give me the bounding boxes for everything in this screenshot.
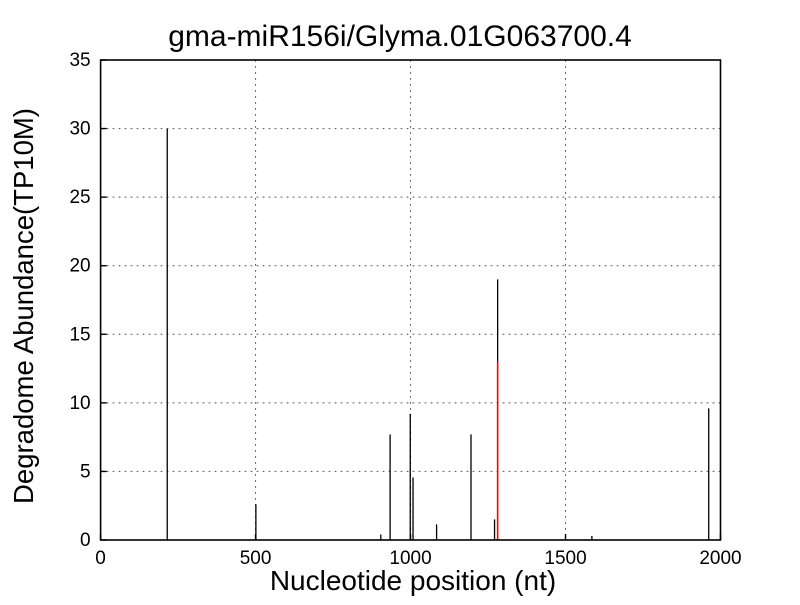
svg-text:Degradome Abundance(TP10M): Degradome Abundance(TP10M) [8, 108, 39, 504]
svg-text:35: 35 [69, 50, 90, 71]
svg-text:10: 10 [69, 393, 90, 414]
svg-text:0: 0 [95, 548, 106, 569]
svg-text:30: 30 [69, 119, 90, 140]
svg-text:20: 20 [69, 256, 90, 277]
svg-text:gma-miR156i/Glyma.01G063700.4: gma-miR156i/Glyma.01G063700.4 [168, 20, 632, 53]
svg-text:25: 25 [69, 187, 90, 208]
svg-text:5: 5 [80, 461, 91, 482]
svg-text:2000: 2000 [699, 548, 741, 569]
svg-text:Nucleotide position (nt): Nucleotide position (nt) [270, 565, 556, 596]
svg-text:500: 500 [240, 548, 272, 569]
svg-text:15: 15 [69, 324, 90, 345]
svg-text:0: 0 [80, 530, 91, 551]
